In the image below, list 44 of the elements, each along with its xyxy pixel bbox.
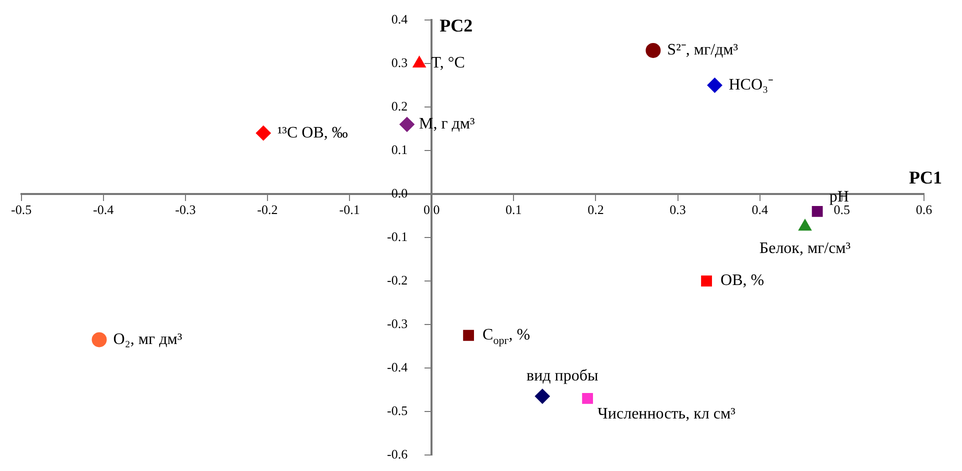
point (582, 393, 593, 404)
point (646, 42, 661, 58)
x-tick-label: -0.4 (93, 202, 114, 218)
point (92, 332, 107, 348)
y-tick-label: -0.3 (387, 316, 408, 331)
y-tick-label: -0.4 (387, 359, 408, 374)
series-label: Белок, мг/см³ (759, 240, 851, 257)
y-axis-title: PC2 (440, 16, 473, 36)
x-tick-label: -0.3 (175, 202, 196, 218)
series-label: O₂, мг дм³ (113, 330, 182, 348)
x-tick-label: 0.6 (916, 202, 933, 218)
x-axis-title: PC1 (909, 168, 942, 188)
y-tick-label: 0.4 (391, 11, 408, 26)
point (256, 126, 271, 141)
y-tick-label: -0.6 (387, 446, 408, 462)
x-tick-label: 0.4 (752, 202, 768, 218)
y-tick-label: 0.3 (391, 54, 408, 70)
y-tick-label: -0.5 (387, 402, 408, 418)
point (707, 78, 722, 93)
series-label: HCO₃⁻ (728, 76, 774, 94)
x-tick-label: 0.1 (506, 202, 522, 218)
series-label: Численность, кл см³ (598, 406, 736, 423)
x-tick-label: -0.2 (257, 202, 278, 218)
point (534, 388, 550, 404)
series-label: ОВ, % (720, 272, 764, 290)
x-tick-label: 0.2 (588, 202, 604, 218)
series-label: T, °C (431, 54, 465, 72)
y-tick-label: 0.1 (391, 142, 408, 157)
y-tick-label: -0.2 (387, 272, 408, 288)
point (812, 206, 823, 217)
x-tick-label: -0.5 (10, 202, 32, 218)
x-tick-label: 0.0 (423, 202, 440, 218)
y-tick-label: -0.1 (387, 228, 408, 244)
series-label: S²⁻, мг/дм³ (667, 42, 738, 59)
x-tick-label: -0.1 (339, 202, 360, 218)
y-tick-label: 0.0 (391, 185, 408, 200)
x-tick-label: 0.3 (670, 202, 686, 218)
y-tick-label: 0.2 (391, 98, 408, 114)
series-label: ¹³C ОВ, ‰ (277, 124, 348, 142)
series-label: вид пробы (526, 367, 599, 384)
point (399, 116, 414, 132)
series-label: M, г дм³ (418, 116, 476, 133)
point (463, 330, 474, 341)
point (701, 276, 712, 286)
